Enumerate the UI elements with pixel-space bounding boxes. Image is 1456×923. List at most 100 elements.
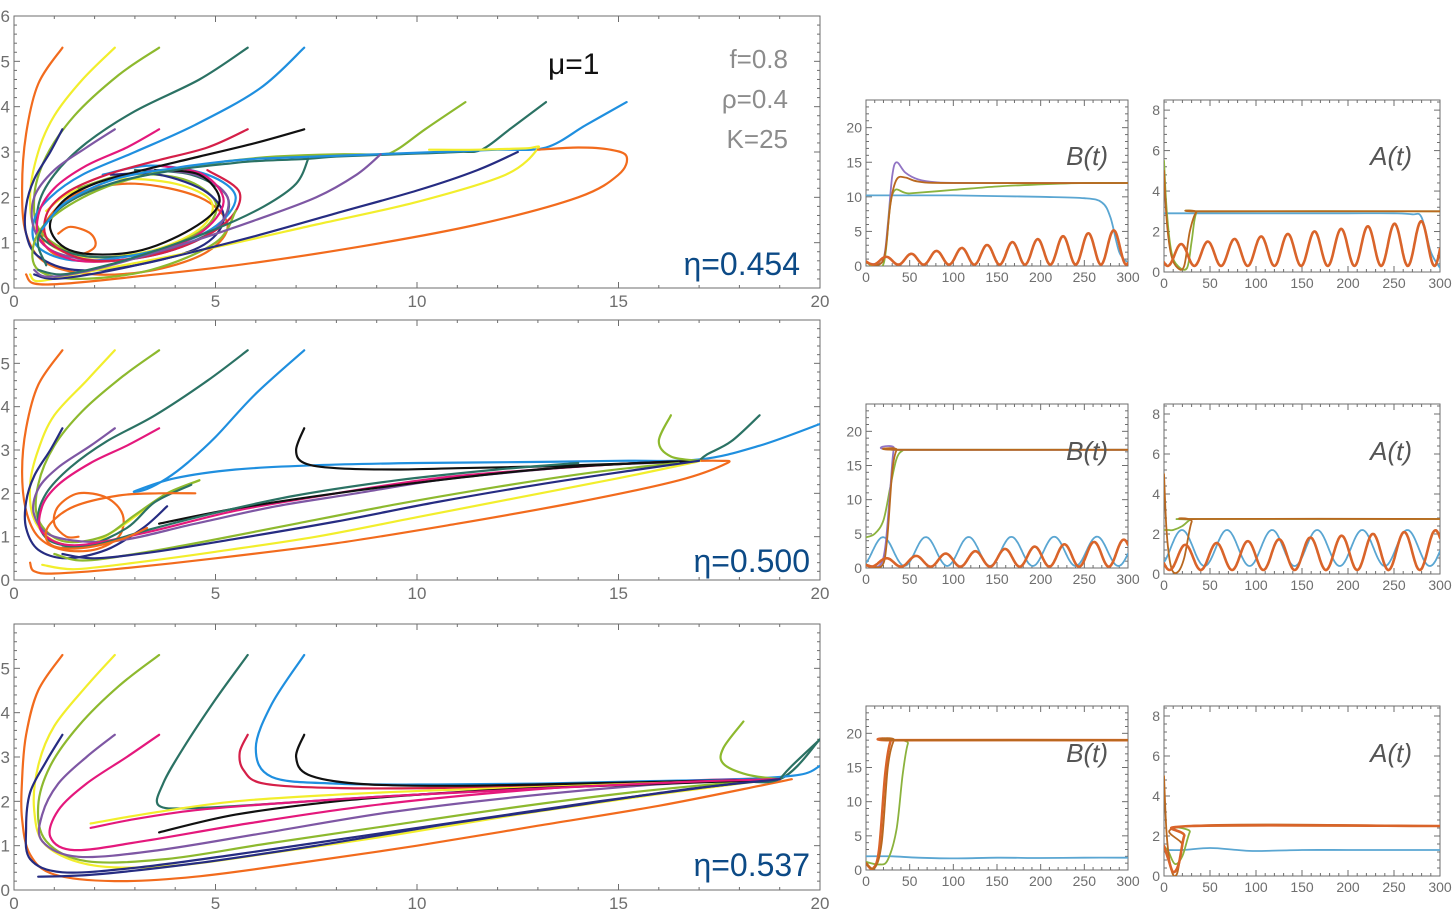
series-blue bbox=[1164, 212, 1440, 269]
y-tick-label: 20 bbox=[846, 120, 862, 136]
x-tick-label: 150 bbox=[1290, 577, 1314, 593]
x-tick-label: 50 bbox=[902, 873, 918, 889]
x-tick-label: 200 bbox=[1029, 269, 1053, 285]
series-trajectory-2 bbox=[32, 653, 781, 869]
x-tick-label: 15 bbox=[609, 894, 628, 913]
x-tick-label: 150 bbox=[985, 571, 1009, 587]
phase-portrait-eta-0454: 0 5 10 15 20 0 1 2 3 4 5 6 η=0.454 bbox=[1, 7, 830, 311]
series-blue bbox=[866, 194, 1128, 264]
y-tick-label: 0 bbox=[1, 279, 10, 298]
plot-frame bbox=[13, 319, 821, 581]
series-trajectory-5 bbox=[132, 349, 820, 494]
y-tick-label: 15 bbox=[846, 458, 862, 474]
y-tick-label: 15 bbox=[846, 760, 862, 776]
variable-label: B(t) bbox=[1066, 436, 1108, 466]
y-tick-label: 1 bbox=[1, 528, 10, 547]
variable-label: A(t) bbox=[1368, 141, 1412, 171]
series-trajectory-10 bbox=[295, 427, 701, 471]
y-tick-label: 20 bbox=[846, 423, 862, 439]
f-label: f=0.8 bbox=[729, 44, 788, 74]
series-orange bbox=[1164, 528, 1440, 572]
y-tick-label: 5 bbox=[1, 659, 10, 678]
y-tick-label: 4 bbox=[1, 98, 10, 117]
y-tick-label: 0 bbox=[1, 571, 10, 590]
series-trajectory-12 bbox=[36, 101, 548, 267]
variable-label: A(t) bbox=[1368, 738, 1412, 768]
y-tick-label: 2 bbox=[1, 792, 10, 811]
series-brown bbox=[866, 737, 1128, 870]
mu-label: μ=1 bbox=[548, 48, 600, 81]
y-tick-label: 3 bbox=[1, 143, 10, 162]
x-tick-label: 150 bbox=[1290, 879, 1314, 895]
x-tick-label: 0 bbox=[862, 873, 870, 889]
x-tick-label: 0 bbox=[862, 269, 870, 285]
y-tick-label: 4 bbox=[1152, 788, 1160, 804]
series-trajectory-9 bbox=[43, 128, 249, 263]
x-tick-label: 200 bbox=[1029, 571, 1053, 587]
plot-frame bbox=[865, 403, 1129, 569]
phase-portrait-eta-0500: 0 5 10 15 20 0 1 2 3 4 5 η=0.500 bbox=[1, 319, 830, 603]
y-tick-label: 6 bbox=[1152, 143, 1160, 159]
y-tick-label: 0 bbox=[1152, 868, 1160, 884]
x-tick-label: 100 bbox=[1244, 879, 1268, 895]
series-trajectory-16 bbox=[33, 150, 519, 281]
series-trajectory-14 bbox=[41, 459, 701, 571]
x-tick-label: 100 bbox=[942, 269, 966, 285]
eta-label: η=0.500 bbox=[693, 543, 810, 579]
y-tick-label: 6 bbox=[1152, 748, 1160, 764]
y-tick-label: 4 bbox=[1, 704, 10, 723]
x-tick-label: 0 bbox=[1160, 879, 1168, 895]
x-tick-label: 5 bbox=[211, 584, 220, 603]
y-tick-label: 1 bbox=[1, 837, 10, 856]
y-tick-label: 8 bbox=[1152, 708, 1160, 724]
variable-label: B(t) bbox=[1066, 141, 1108, 171]
y-tick-label: 8 bbox=[1152, 406, 1160, 422]
x-tick-label: 300 bbox=[1116, 873, 1140, 889]
y-tick-label: 5 bbox=[854, 526, 862, 542]
series-trajectory-3 bbox=[36, 653, 781, 864]
x-tick-label: 15 bbox=[609, 584, 628, 603]
eta-label: η=0.454 bbox=[683, 246, 800, 282]
y-tick-label: 4 bbox=[1152, 183, 1160, 199]
series-trajectory-6 bbox=[23, 128, 225, 272]
y-tick-label: 10 bbox=[846, 189, 862, 205]
x-tick-label: 100 bbox=[1244, 275, 1268, 291]
series-trajectory-12 bbox=[698, 414, 761, 462]
series-trajectory-16 bbox=[61, 459, 701, 560]
x-tick-label: 50 bbox=[1202, 879, 1218, 895]
x-tick-label: 250 bbox=[1382, 879, 1406, 895]
x-tick-label: 250 bbox=[1382, 275, 1406, 291]
y-tick-label: 5 bbox=[854, 223, 862, 239]
plot-frame bbox=[1163, 403, 1441, 575]
y-tick-label: 4 bbox=[1152, 486, 1160, 502]
x-tick-label: 20 bbox=[811, 292, 830, 311]
x-tick-label: 300 bbox=[1428, 275, 1452, 291]
y-tick-label: 5 bbox=[1, 52, 10, 71]
y-tick-label: 0 bbox=[1152, 566, 1160, 582]
timeseries-b-eta-0454: 0 50 100 150 200 250 300 0 5 10 15 20 B(t) bbox=[846, 99, 1140, 285]
y-tick-label: 20 bbox=[846, 725, 862, 741]
series-green bbox=[1164, 159, 1440, 271]
series-trajectory-18 bbox=[37, 157, 310, 276]
y-tick-label: 5 bbox=[1, 354, 10, 373]
timeseries-a-eta-0454: 0 50 100 150 200 250 300 0 2 4 6 8 A(t) bbox=[1152, 99, 1452, 291]
series-green bbox=[1164, 518, 1440, 532]
x-tick-label: 250 bbox=[1073, 873, 1097, 889]
x-tick-label: 250 bbox=[1382, 577, 1406, 593]
series-trajectory-16 bbox=[37, 778, 781, 878]
timeseries-b-eta-0537: 0 50 100 150 200 250 300 0 5 10 15 20 B(t) bbox=[846, 705, 1140, 889]
series-trajectory-1 bbox=[21, 349, 125, 553]
x-tick-label: 200 bbox=[1336, 275, 1360, 291]
x-tick-label: 10 bbox=[408, 894, 427, 913]
y-tick-label: 0 bbox=[854, 862, 862, 878]
x-tick-label: 20 bbox=[811, 894, 830, 913]
variable-label: B(t) bbox=[1066, 738, 1108, 768]
y-tick-label: 4 bbox=[1, 398, 10, 417]
x-tick-label: 300 bbox=[1116, 571, 1140, 587]
x-tick-label: 250 bbox=[1073, 269, 1097, 285]
series-brown bbox=[1164, 473, 1440, 574]
eta-label: η=0.537 bbox=[693, 847, 810, 883]
x-tick-label: 10 bbox=[408, 292, 427, 311]
x-tick-label: 20 bbox=[811, 584, 830, 603]
